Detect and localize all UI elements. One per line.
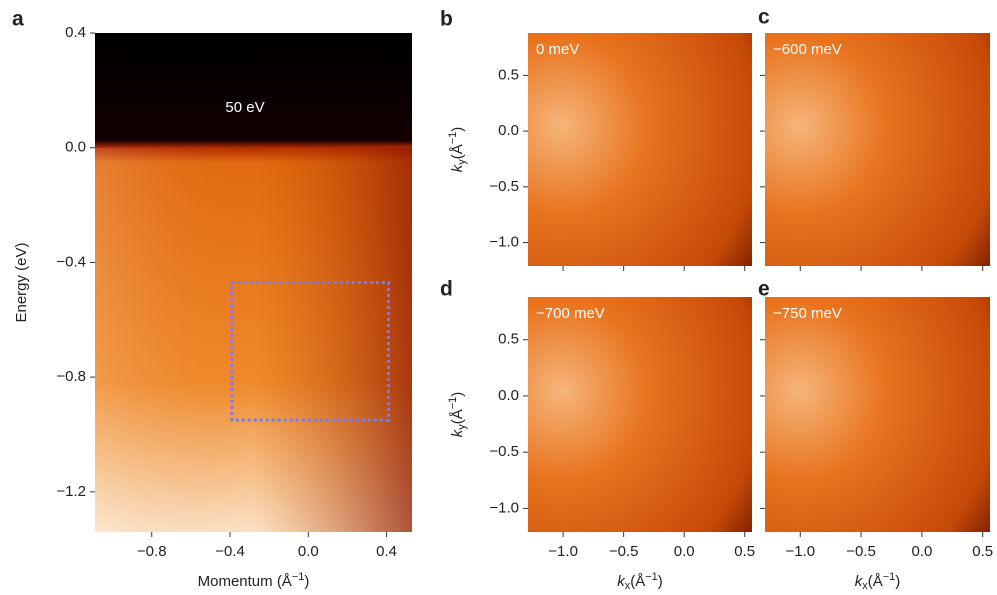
- heatmap: [765, 33, 990, 266]
- x-tick-label: −1.0: [548, 543, 578, 560]
- axis-label-part: y: [456, 424, 468, 430]
- axis-label-part: k: [617, 573, 626, 590]
- y-tick-label: −0.8: [56, 368, 86, 385]
- axis-label-part: x: [862, 580, 868, 592]
- heatmap: [528, 297, 752, 532]
- axis-label-part: ): [449, 392, 466, 397]
- panel-label: c: [758, 6, 770, 29]
- panel-label: d: [440, 278, 453, 301]
- panel-label: b: [440, 8, 453, 31]
- y-tick-label: 0.5: [498, 66, 519, 83]
- axis-label: Energy (eV): [13, 242, 30, 322]
- annotation: 50 eV: [225, 99, 264, 116]
- axis-label-part: ): [449, 127, 466, 132]
- annotation: 0 meV: [536, 41, 579, 58]
- panel-label: e: [758, 278, 770, 301]
- heatmap: [765, 297, 990, 532]
- axis-label-part: x: [625, 580, 631, 592]
- axis-label-part: Energy (eV): [13, 242, 30, 322]
- heatmap-shade: [95, 147, 412, 532]
- y-tick-label: −0.4: [56, 253, 86, 270]
- y-tick-label: 0.0: [65, 139, 86, 156]
- axis-label-part: y: [456, 159, 468, 165]
- axis-label-part: −1: [447, 132, 459, 145]
- y-tick-label: −1.0: [489, 234, 519, 251]
- axis-label-part: k: [449, 163, 466, 172]
- annotation: −750 meV: [773, 305, 842, 322]
- y-tick-label: 0.4: [65, 24, 86, 41]
- x-tick-label: −1.0: [785, 543, 815, 560]
- panels: a 50 eV −0.8 −0.4 0.0 0.4 0.4 0.0 −0.4 −0.8 −1.2 Mo…: [12, 6, 993, 592]
- x-tick-label: −0.5: [846, 543, 876, 560]
- x-tick-label: 0.5: [734, 543, 755, 560]
- axis-label-part: −1: [645, 571, 658, 583]
- axis-label-part: −1: [447, 397, 459, 410]
- axis-label-part: −1: [292, 571, 305, 583]
- axis-label: Momentum (Å−1): [198, 571, 310, 590]
- x-tick-label: 0.4: [376, 543, 397, 560]
- axis-label-part: k: [855, 573, 864, 590]
- axis-label: kx(Å−1): [617, 571, 663, 592]
- axis-label-part: ): [658, 573, 663, 590]
- x-tick-label: −0.4: [215, 543, 245, 560]
- y-tick-label: 0.0: [498, 387, 519, 404]
- x-tick-label: 0.0: [911, 543, 932, 560]
- axis-label: ky(Å−1): [447, 392, 468, 438]
- x-tick-label: 0.5: [972, 543, 993, 560]
- x-tick-label: −0.8: [137, 543, 167, 560]
- x-tick-label: 0.0: [298, 543, 319, 560]
- highlight-box: [230, 281, 391, 422]
- axis-label-part: (Å: [449, 409, 466, 424]
- x-tick-label: 0.0: [674, 543, 695, 560]
- y-tick-label: 0.5: [498, 331, 519, 348]
- annotation: −600 meV: [773, 41, 842, 58]
- axis-label-part: ): [895, 573, 900, 590]
- axis-label-part: k: [449, 428, 466, 437]
- y-tick-label: −1.2: [56, 483, 86, 500]
- y-tick-label: −0.5: [489, 178, 519, 195]
- axis-label-part: (Å: [630, 573, 645, 590]
- x-tick-label: −0.5: [609, 543, 639, 560]
- annotation: −700 meV: [536, 305, 605, 322]
- axis-label-part: Momentum (Å: [198, 573, 292, 590]
- axis-label-part: −1: [883, 571, 896, 583]
- y-tick-label: 0.0: [498, 122, 519, 139]
- axis-label-part: (Å: [449, 144, 466, 159]
- heatmap: [528, 33, 752, 266]
- axis-label-part: ): [304, 573, 309, 590]
- axis-label-part: (Å: [868, 573, 883, 590]
- axis-label: kx(Å−1): [855, 571, 901, 592]
- y-tick-label: −0.5: [489, 443, 519, 460]
- y-tick-label: −1.0: [489, 499, 519, 516]
- axis-label: ky(Å−1): [447, 127, 468, 173]
- panel-label: a: [12, 8, 24, 31]
